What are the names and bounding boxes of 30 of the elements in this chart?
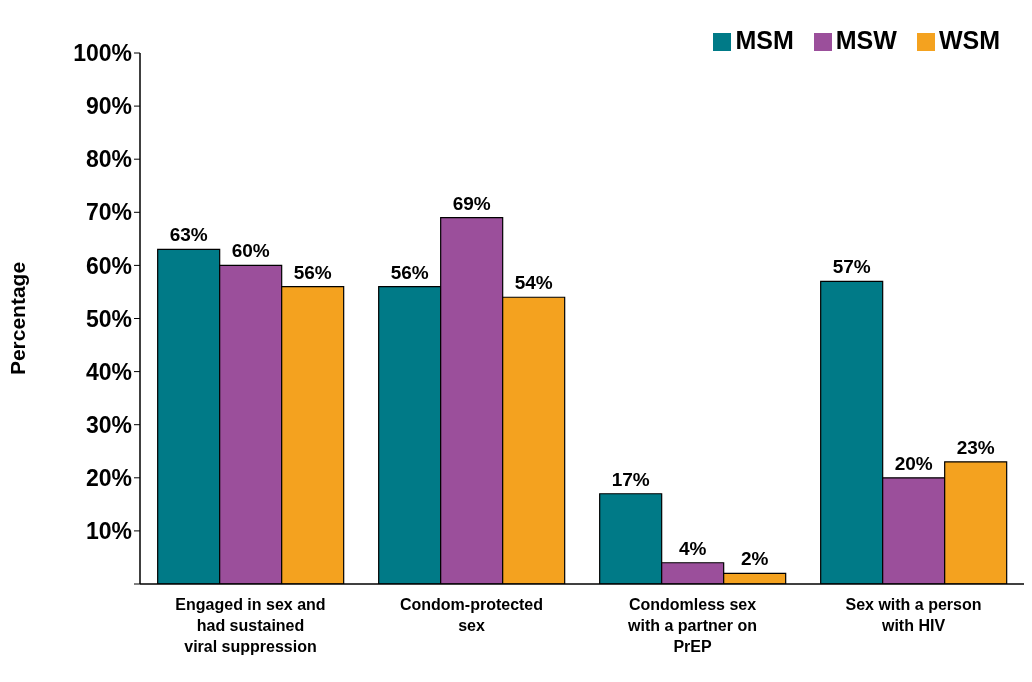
data-label: 2% — [740, 548, 769, 570]
data-label: 4% — [678, 537, 707, 559]
y-tick-label: 40% — [85, 358, 132, 385]
data-label: 56% — [390, 261, 429, 283]
x-tick-label: Condomless sex with a partner on PrEP — [627, 596, 757, 655]
y-tick-label: 80% — [85, 146, 132, 173]
data-label: 54% — [514, 272, 553, 294]
data-label: 60% — [231, 240, 270, 262]
data-label: 17% — [611, 468, 650, 490]
data-label: 63% — [169, 224, 208, 246]
y-tick-label: 50% — [85, 305, 132, 332]
y-tick-label: 90% — [85, 93, 132, 120]
data-label: 20% — [894, 452, 933, 474]
y-tick-label: 10% — [85, 518, 132, 545]
data-label: 69% — [452, 192, 491, 214]
x-tick-label: Condom-protected sex — [399, 596, 544, 634]
y-tick-label: 20% — [85, 464, 132, 491]
y-tick-label: 100% — [73, 40, 132, 67]
legend-label: MSM — [735, 26, 794, 54]
data-label: 23% — [956, 436, 995, 458]
x-tick-label: Engaged in sex and had sustained viral suppression — [175, 596, 326, 655]
y-tick-label: 70% — [85, 199, 132, 226]
legend-label: MSW — [835, 26, 897, 54]
data-label: 56% — [293, 261, 332, 283]
y-tick-label: 30% — [85, 411, 132, 438]
data-label: 57% — [832, 256, 871, 278]
y-tick-label: 60% — [85, 252, 132, 279]
y-axis-title: Percentage — [6, 261, 30, 376]
legend-label: WSM — [938, 26, 1000, 54]
x-tick-label: Sex with a person with HIV — [845, 596, 982, 634]
